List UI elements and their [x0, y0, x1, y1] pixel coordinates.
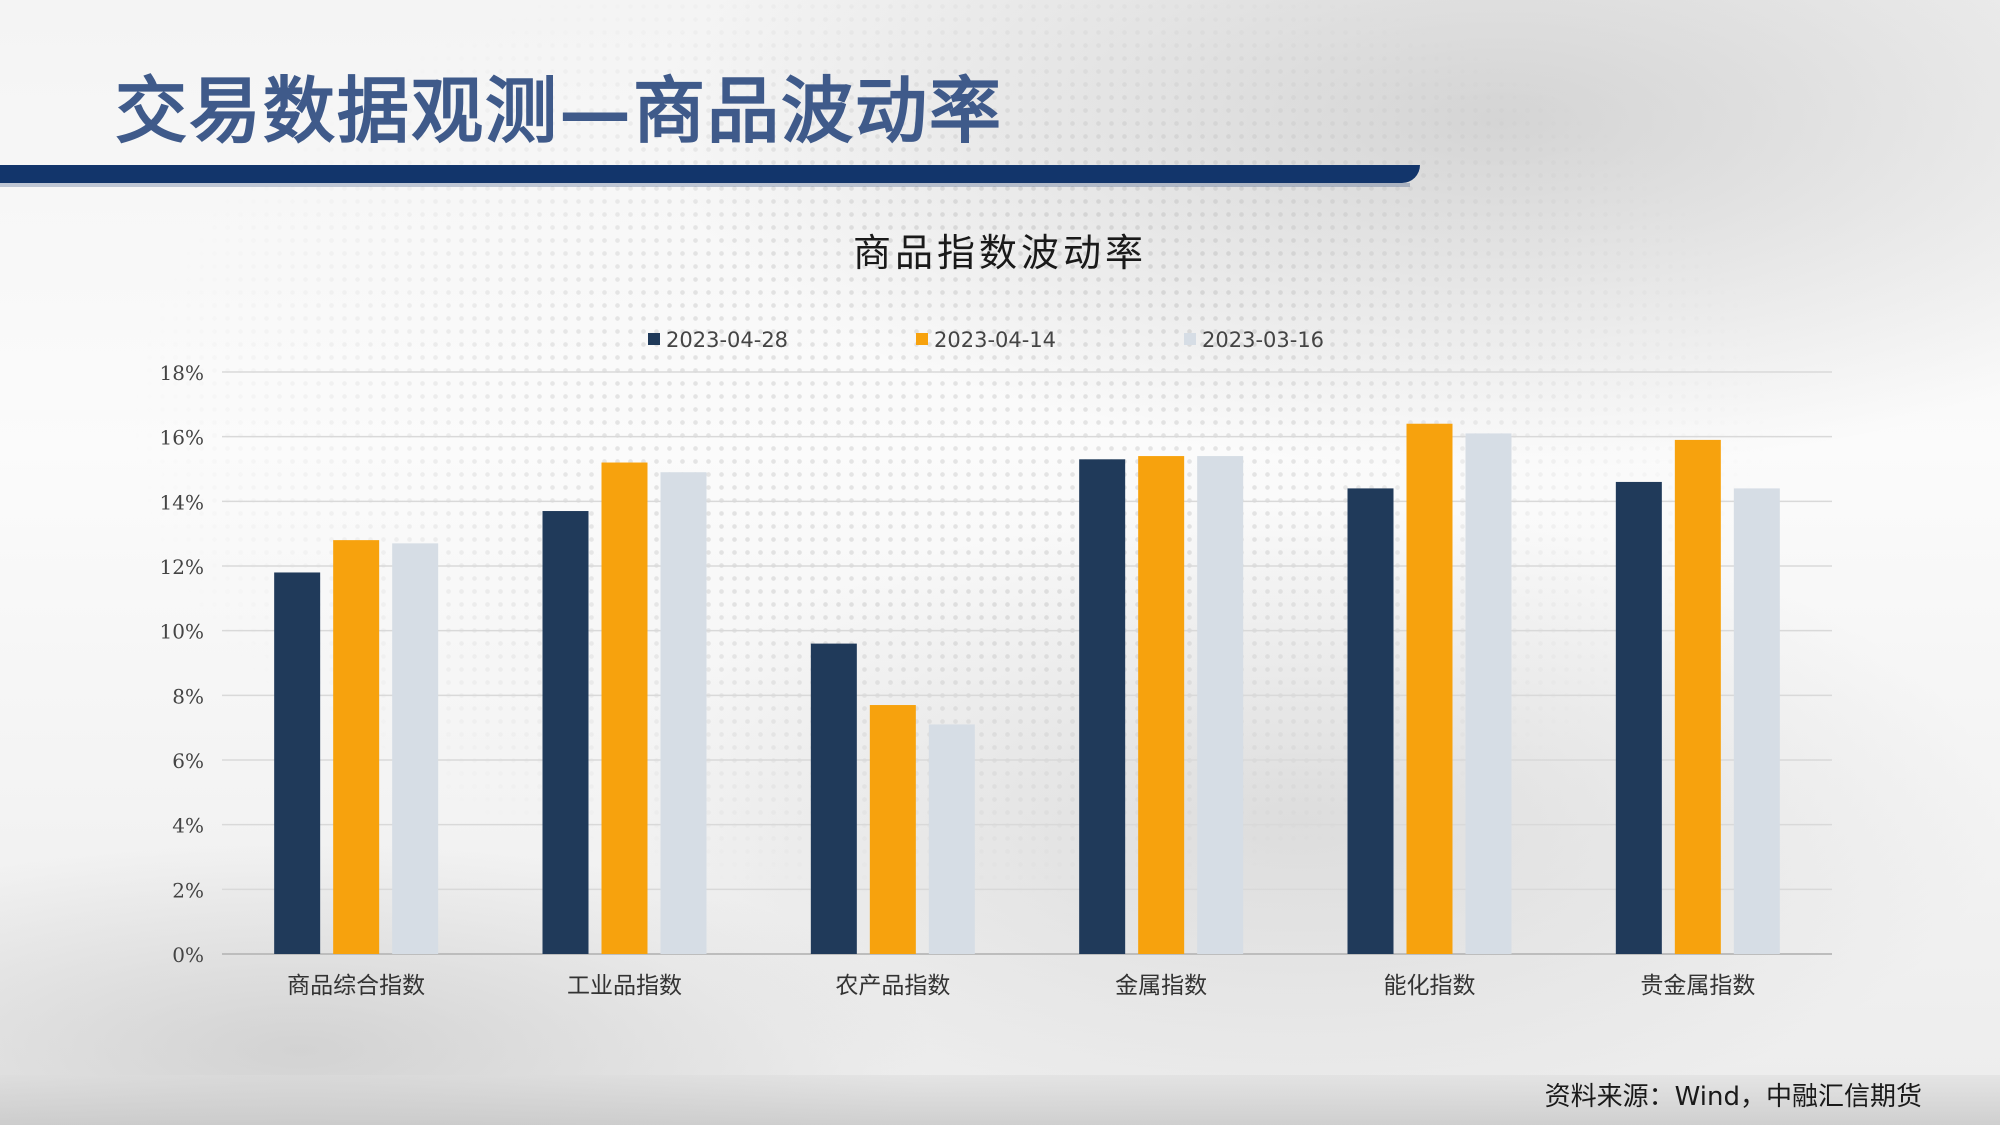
bar: [869, 705, 916, 954]
y-tick-label: 0%: [172, 943, 204, 967]
bar: [1197, 456, 1244, 954]
bar: [1138, 456, 1185, 954]
footer-band: [0, 1075, 2000, 1125]
legend-swatch: [916, 333, 928, 345]
x-tick-label: 农产品指数: [835, 973, 950, 999]
x-tick-label: 贵金属指数: [1640, 973, 1755, 999]
x-tick-label: 工业品指数: [567, 973, 682, 999]
y-tick-label: 18%: [160, 361, 204, 385]
bar: [1733, 488, 1780, 954]
chart-title: 商品指数波动率: [852, 231, 1147, 275]
title-underline-bar: [0, 165, 1420, 183]
legend-label: 2023-04-28: [666, 328, 788, 352]
bar: [1674, 439, 1721, 954]
bar: [274, 572, 321, 954]
bar: [660, 472, 707, 954]
x-tick-label: 商品综合指数: [287, 973, 425, 999]
bar: [810, 643, 857, 954]
legend-label: 2023-04-14: [934, 328, 1056, 352]
bar: [1406, 423, 1453, 954]
y-tick-label: 6%: [172, 749, 204, 773]
title-underline-shadow: [0, 183, 1410, 187]
y-tick-label: 16%: [160, 426, 204, 450]
y-tick-label: 8%: [172, 684, 204, 708]
bar: [1079, 459, 1126, 954]
y-tick-label: 4%: [172, 814, 204, 838]
y-tick-label: 2%: [172, 878, 204, 902]
bar: [333, 540, 380, 954]
source-note: 资料来源：Wind，中融汇信期货: [1544, 1082, 1922, 1112]
bar: [1615, 481, 1662, 954]
legend-swatch: [1184, 333, 1196, 345]
y-tick-label: 14%: [160, 490, 204, 514]
x-tick-label: 能化指数: [1384, 973, 1476, 999]
bar: [1465, 433, 1512, 954]
legend-label: 2023-03-16: [1202, 328, 1324, 352]
y-tick-label: 10%: [160, 620, 204, 644]
y-tick-label: 12%: [160, 555, 204, 579]
bar: [392, 543, 439, 954]
bar: [601, 462, 648, 954]
bar: [928, 724, 975, 954]
legend-swatch: [648, 333, 660, 345]
bar: [1347, 488, 1394, 954]
bar: [542, 511, 589, 954]
x-tick-label: 金属指数: [1115, 973, 1207, 999]
page-title: 交易数据观测—商品波动率: [115, 68, 1004, 153]
